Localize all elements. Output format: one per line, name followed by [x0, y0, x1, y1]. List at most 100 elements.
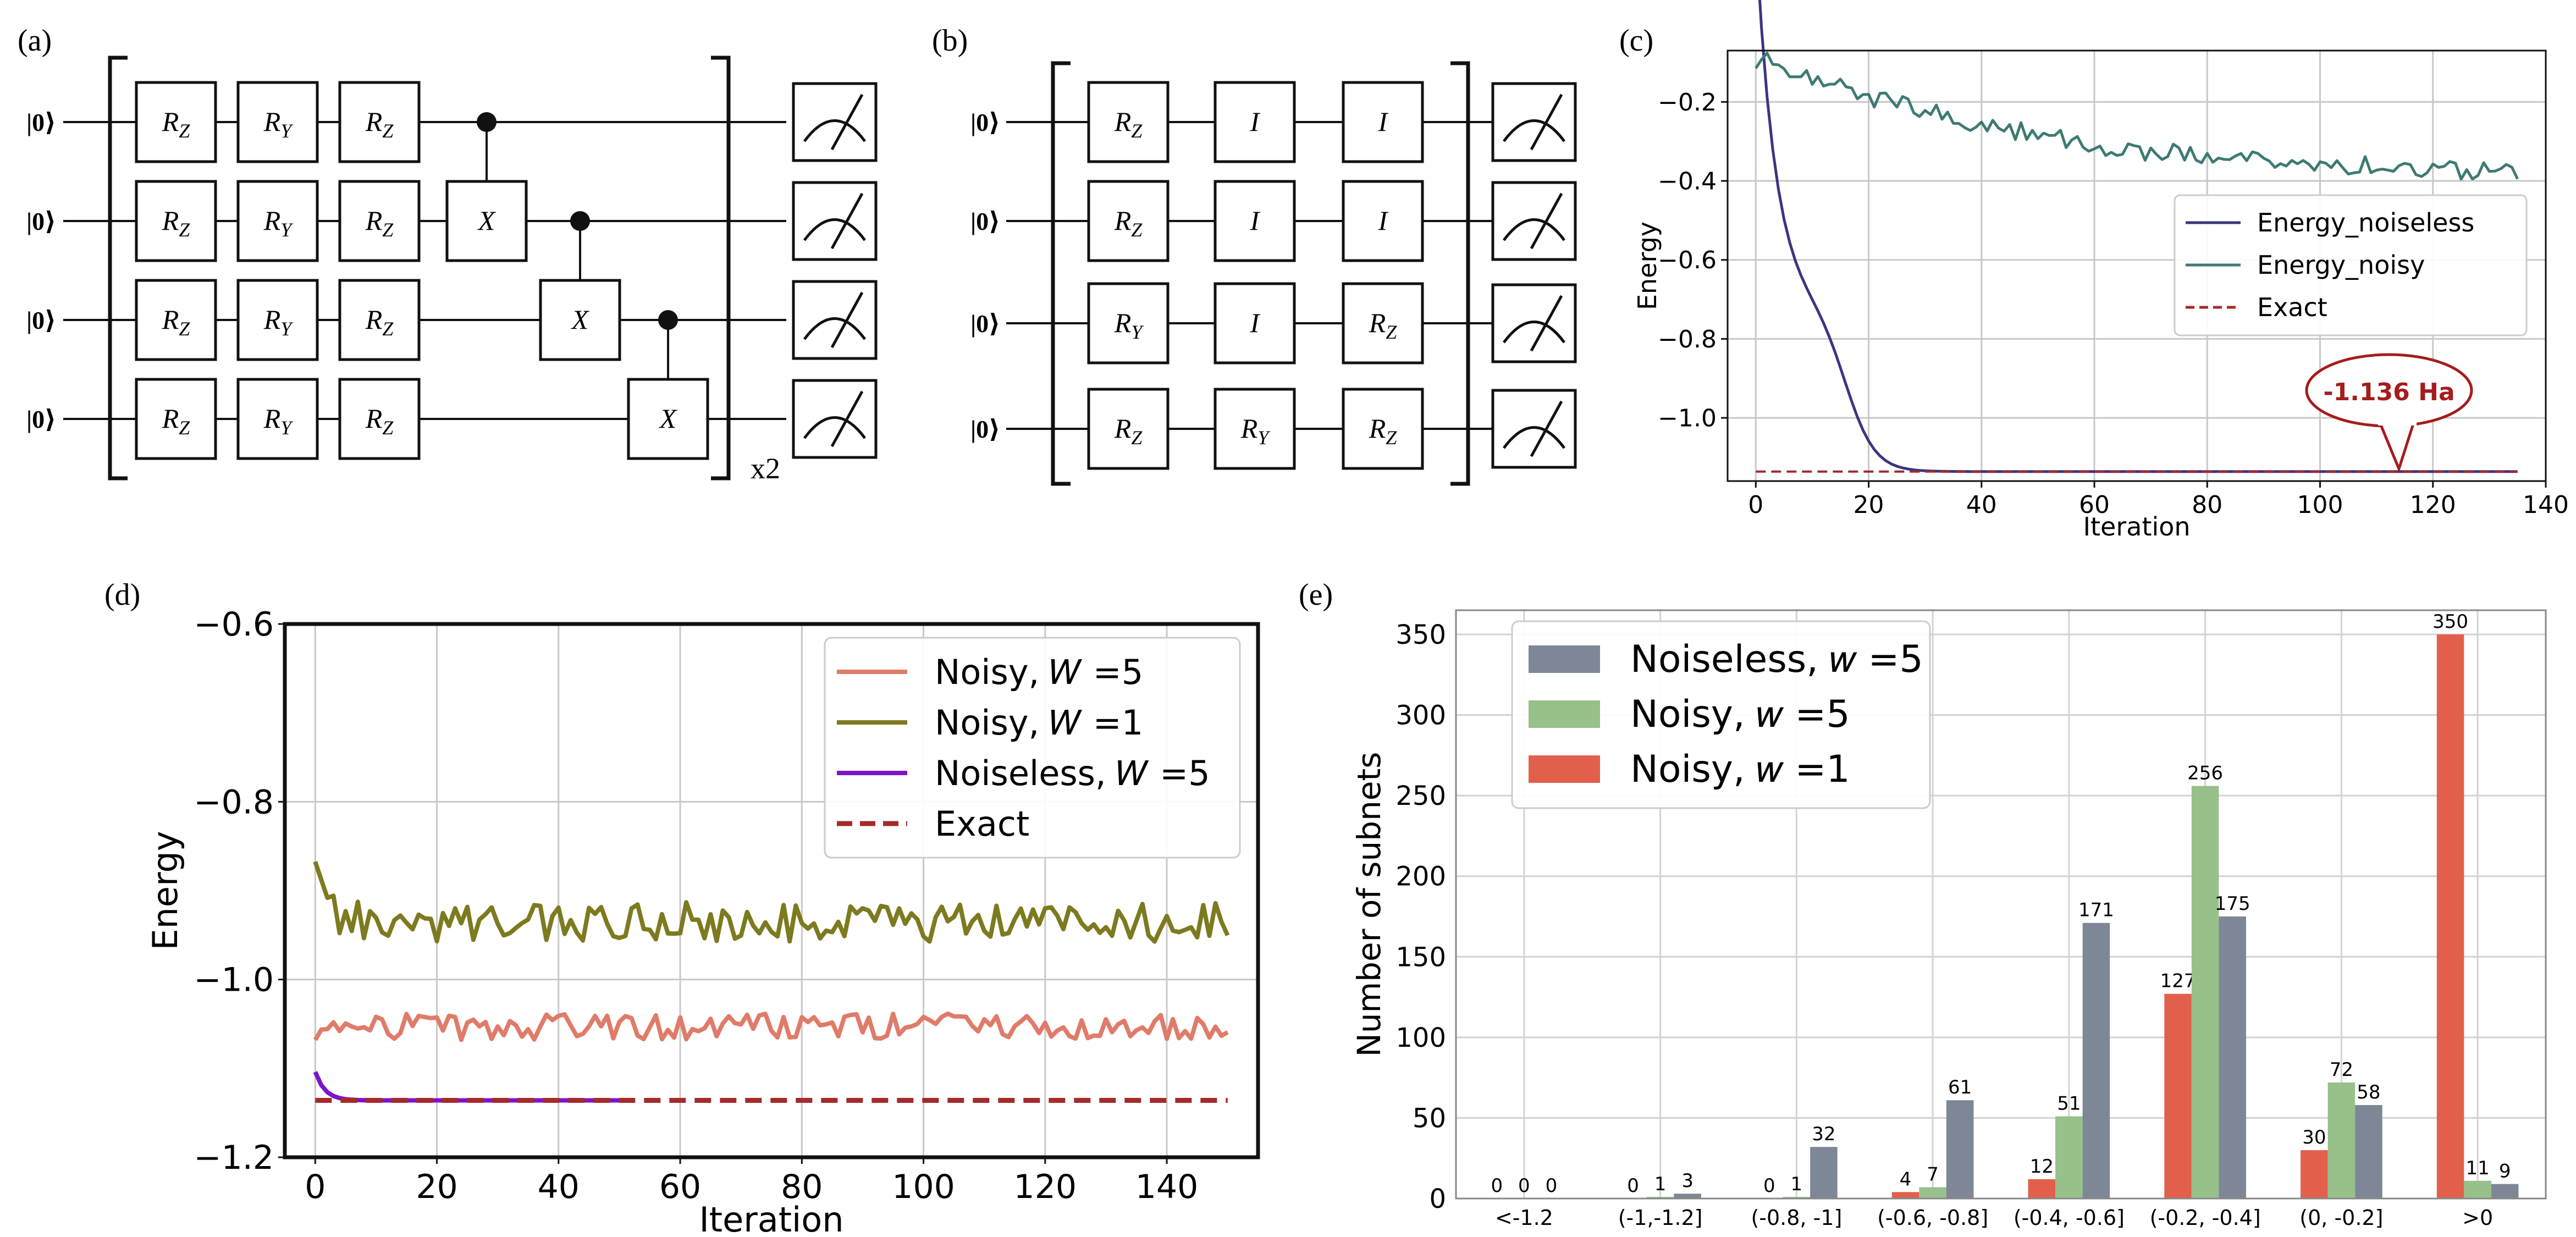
- meter-needle: [1530, 295, 1563, 352]
- meter-arc: [1502, 218, 1566, 241]
- gate-label: RZ: [162, 304, 191, 340]
- gate-symbol: R: [162, 205, 179, 236]
- legend-label: Exact: [935, 804, 1029, 844]
- cnot-control-dot: [477, 112, 497, 132]
- bar-1: [2464, 1180, 2491, 1199]
- chart-d: 0 20 40 60 80 100 120 140 −0.6 −0.8 −1.0 −1.2 Iterat…: [145, 605, 1260, 1237]
- gate-box: [1342, 180, 1424, 262]
- gate-subscript: Z: [382, 219, 394, 241]
- x-tick-label: 120: [1014, 1168, 1077, 1206]
- bar-value-label: 9: [2499, 1161, 2511, 1183]
- gate-symbol: R: [263, 106, 281, 137]
- gate-box: [1342, 282, 1424, 365]
- x-tick-label: (-0.8, -1]: [1751, 1206, 1842, 1230]
- bar-2: [1946, 1100, 1974, 1199]
- measurement-icon: [1491, 389, 1577, 469]
- bar-value-label: 51: [2057, 1092, 2081, 1114]
- bar-value-label: 7: [1927, 1163, 1939, 1185]
- bar-2: [2082, 923, 2110, 1199]
- x-tick-label: (-0.6, -0.8]: [1877, 1206, 1988, 1230]
- x-tick-label: 100: [892, 1168, 955, 1206]
- x-axis-label: Iteration: [699, 1200, 844, 1237]
- gate-label: RZ: [1114, 205, 1143, 241]
- gate-label: RZ: [162, 106, 191, 142]
- gate-box: [1213, 81, 1296, 163]
- plot-frame: [1455, 609, 2547, 1200]
- gate-box: [135, 378, 217, 460]
- x-tick-label: (-1,-1.2]: [1618, 1206, 1703, 1230]
- gate-box: [1213, 388, 1296, 470]
- x-tick-label: >0: [2462, 1206, 2493, 1230]
- bar-0: [2028, 1179, 2056, 1199]
- gate-box: [236, 279, 319, 361]
- ket-label: |0⟩: [970, 415, 1000, 443]
- ket-label: |0⟩: [970, 310, 1000, 338]
- gate-symbol: R: [162, 106, 179, 137]
- meter-needle: [1530, 192, 1563, 250]
- gate-subscript: Y: [280, 417, 294, 439]
- repeat-label: x2: [751, 452, 780, 485]
- bar-value-label: 256: [2187, 763, 2223, 785]
- gate-symbol: R: [1114, 205, 1132, 236]
- gate-symbol: R: [1114, 413, 1132, 444]
- gate-subscript: Y: [1257, 427, 1271, 449]
- x-tick-label: 80: [2192, 491, 2222, 519]
- gate-box: [338, 81, 421, 163]
- bar-value-label: 72: [2330, 1059, 2353, 1081]
- bar-value-label: 32: [1812, 1123, 1835, 1145]
- gate-label: RZ: [365, 304, 394, 340]
- gate-box: [236, 378, 319, 460]
- gate-box: [1087, 180, 1170, 262]
- gate-label: RY: [263, 403, 294, 439]
- series-line-1: [313, 861, 1230, 944]
- legend-label: Noisy, 𝑤 =1: [1630, 748, 1850, 791]
- meter-needle: [830, 291, 864, 349]
- legend-label: Noisy, 𝑊 =5: [935, 652, 1143, 692]
- legend-label: Energy_noisy: [2257, 250, 2425, 280]
- bar-value-label: 11: [2465, 1157, 2489, 1179]
- gate-symbol: R: [263, 205, 281, 236]
- gate-symbol: R: [1369, 413, 1386, 444]
- x-tick-label: 0: [1748, 491, 1763, 519]
- gate-symbol: I: [1250, 205, 1261, 236]
- y-tick-label: −0.8: [1658, 325, 1717, 354]
- gate-label: RY: [263, 106, 294, 142]
- gate-label: RZ: [162, 403, 191, 439]
- gate-symbol: R: [162, 403, 179, 434]
- y-tick-label: 100: [1395, 1023, 1446, 1053]
- meter-arc: [803, 317, 867, 340]
- gate-box: [1087, 388, 1170, 470]
- gate-subscript: Z: [382, 417, 394, 439]
- y-tick-label: −1.0: [194, 961, 274, 999]
- ket-label: |0⟩: [26, 207, 56, 235]
- x-tick-label: (-0.4, -0.6]: [2014, 1206, 2125, 1230]
- meter-arc: [1502, 119, 1566, 142]
- gate-box: [539, 279, 621, 361]
- bar-value-label: 0: [1627, 1175, 1639, 1197]
- gate-label: RZ: [1114, 413, 1143, 449]
- ket-label: |0⟩: [26, 405, 56, 433]
- gate-subscript: Z: [382, 318, 394, 340]
- legend-box: [1511, 620, 1931, 809]
- gate-symbol: I: [1250, 106, 1261, 137]
- y-axis-label: Number of subnets: [1350, 752, 1388, 1057]
- y-tick-label: 300: [1395, 700, 1446, 731]
- gate-subscript: Y: [1131, 321, 1144, 343]
- legend-box: [824, 637, 1241, 859]
- gate-label: RZ: [162, 205, 191, 241]
- gate-box: [338, 279, 421, 361]
- bracket: [1450, 61, 1470, 486]
- cnot-control-dot: [658, 310, 678, 330]
- gate-label: I: [1378, 106, 1389, 137]
- gate-box: [338, 378, 421, 460]
- x-tick-label: 140: [1135, 1168, 1199, 1206]
- gate-subscript: Z: [179, 417, 190, 439]
- bar-2: [2219, 916, 2246, 1199]
- ket-label: |0⟩: [970, 207, 1000, 235]
- gate-label: X: [477, 205, 497, 236]
- gate-box: [1342, 81, 1424, 163]
- gate-symbol: R: [263, 304, 281, 335]
- gate-subscript: Z: [1131, 120, 1143, 142]
- gate-symbol: R: [1114, 307, 1132, 338]
- bar-2: [2491, 1184, 2519, 1199]
